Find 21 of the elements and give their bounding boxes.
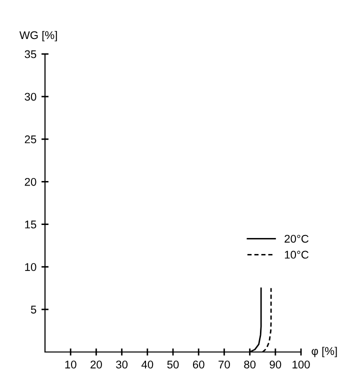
y-tick-label: 10	[25, 263, 36, 271]
x-tick-label: 10	[65, 360, 76, 368]
y-tick-label: 5	[30, 306, 36, 314]
y-tick-label: 25	[24, 135, 36, 144]
x-tick-label: 90	[270, 360, 282, 368]
y-tick-label: 30	[24, 92, 36, 101]
y-tick-label: 35	[24, 50, 36, 58]
x-axis-title: φ [%]	[312, 346, 337, 358]
x-tick-label: 80	[244, 360, 256, 368]
x-tick-label: 60	[192, 360, 204, 368]
x-tick-label: 100	[292, 360, 310, 368]
y-tick-label: 20	[24, 178, 36, 186]
legend-label: 10°C	[284, 250, 308, 259]
y-tick-label: 15	[25, 220, 36, 228]
x-tick-label: 70	[218, 360, 230, 368]
x-tick-label: 50	[167, 360, 179, 368]
x-tick-label: 20	[90, 360, 102, 368]
x-tick-label: 30	[116, 360, 128, 368]
y-axis-title: WG [%]	[19, 30, 57, 42]
x-tick-label: 40	[141, 360, 154, 368]
legend-label: 20°C	[284, 234, 308, 243]
